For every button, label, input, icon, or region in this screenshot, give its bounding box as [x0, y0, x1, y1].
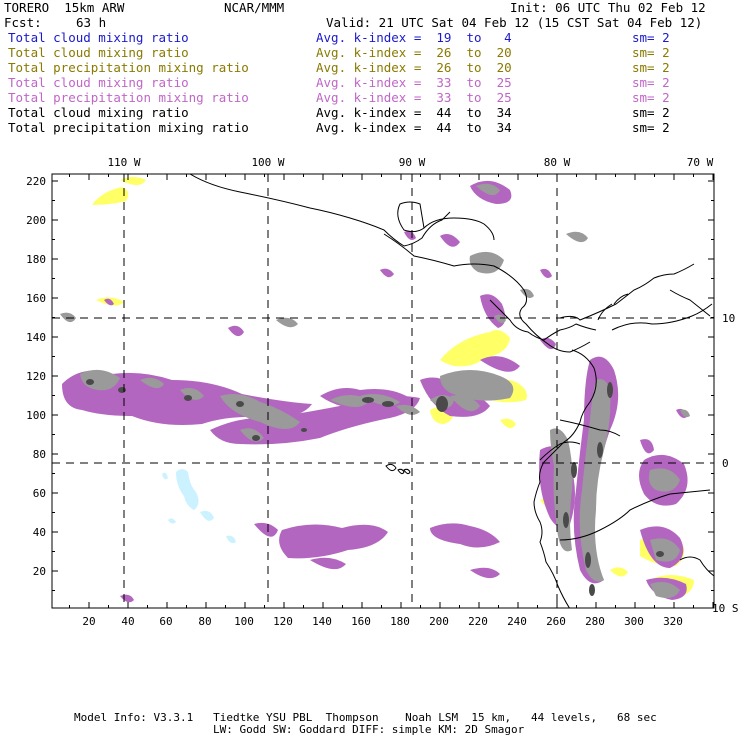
right-lat-labels: 10 N 0 10 S: [712, 312, 740, 615]
left-tick-labels: 220 200 180 160 140 120 100 80 60 40 20: [26, 175, 46, 578]
lon-label: 80 W: [544, 156, 571, 169]
x-tick-label: 40: [121, 615, 134, 628]
x-tick-label: 100: [234, 615, 254, 628]
legend-field: Total precipitation mixing ratio: [8, 60, 249, 75]
axis-ticks: [52, 174, 714, 608]
init-time: Init: 06 UTC Thu 02 Feb 12: [510, 0, 706, 15]
lon-label: 100 W: [251, 156, 284, 169]
y-tick-label: 160: [26, 292, 46, 305]
x-tick-label: 240: [507, 615, 527, 628]
legend-field: Total precipitation mixing ratio: [8, 120, 249, 135]
center-name: NCAR/MMM: [224, 0, 285, 15]
legend-field: Total cloud mixing ratio: [8, 105, 189, 120]
legend-field: Total precipitation mixing ratio: [8, 90, 249, 105]
valid-time: Valid: 21 UTC Sat 04 Feb 12 (15 CST Sat …: [326, 15, 703, 30]
dark-cloud-cores: [86, 379, 664, 596]
legend-sm: sm= 2: [632, 45, 670, 60]
x-tick-label: 160: [351, 615, 371, 628]
lat-label: 10 S: [712, 602, 739, 615]
y-tick-label: 80: [33, 448, 46, 461]
legend-kindex: Avg. k-index = 33 to 25: [316, 75, 512, 90]
model-title: TORERO 15km ARW: [4, 0, 125, 15]
legend-kindex: Avg. k-index = 19 to 4: [316, 30, 512, 45]
y-tick-label: 100: [26, 409, 46, 422]
legend-kindex: Avg. k-index = 26 to 20: [316, 60, 512, 75]
x-tick-label: 80: [198, 615, 211, 628]
x-tick-label: 60: [159, 615, 172, 628]
y-tick-label: 120: [26, 370, 46, 383]
legend-kindex: Avg. k-index = 33 to 25: [316, 90, 512, 105]
x-tick-label: 220: [468, 615, 488, 628]
model-info-line1: Model Info: V3.3.1 Tiedtke YSU PBL Thomp…: [74, 711, 657, 724]
latlon-grid: [52, 174, 714, 608]
legend-sm: sm= 2: [632, 60, 670, 75]
lon-label: 70 W: [687, 156, 714, 169]
model-info-line2: LW: Godd SW: Goddard DIFF: simple KM: 2D…: [213, 723, 525, 736]
y-tick-label: 20: [33, 565, 46, 578]
top-lon-labels: 110 W 100 W 90 W 80 W 70 W: [107, 156, 713, 169]
x-tick-label: 180: [390, 615, 410, 628]
legend-kindex: Avg. k-index = 44 to 34: [316, 105, 512, 120]
x-tick-label: 140: [312, 615, 332, 628]
x-tick-label: 280: [585, 615, 605, 628]
legend-sm: sm= 2: [632, 120, 670, 135]
cloud-fields: [52, 174, 714, 608]
legend-sm: sm= 2: [632, 30, 670, 45]
y-tick-label: 60: [33, 487, 46, 500]
legend-sm: sm= 2: [632, 75, 670, 90]
fcst-label: Fcst:: [4, 15, 42, 30]
lon-label: 110 W: [107, 156, 140, 169]
legend-kindex: Avg. k-index = 26 to 20: [316, 45, 512, 60]
fcst-value: 63 h: [76, 15, 107, 30]
light-blue-cloud-areas: [162, 469, 236, 544]
x-tick-label: 200: [429, 615, 449, 628]
x-tick-label: 320: [663, 615, 683, 628]
legend-sm: sm= 2: [632, 90, 670, 105]
lon-label: 90 W: [399, 156, 426, 169]
y-tick-label: 40: [33, 526, 46, 539]
legend-field: Total cloud mixing ratio: [8, 45, 189, 60]
x-tick-label: 120: [273, 615, 293, 628]
bottom-tick-labels: 20 40 60 80 100 120 140 160 180 200 220 …: [82, 615, 683, 628]
y-tick-label: 140: [26, 331, 46, 344]
lat-label: 10 N: [722, 312, 740, 325]
legend-sm: sm= 2: [632, 105, 670, 120]
y-tick-label: 180: [26, 253, 46, 266]
legend-kindex: Avg. k-index = 44 to 34: [316, 120, 512, 135]
x-tick-label: 260: [546, 615, 566, 628]
plot-frame: [51, 173, 715, 609]
x-tick-label: 300: [624, 615, 644, 628]
legend-field: Total cloud mixing ratio: [8, 75, 189, 90]
x-tick-label: 20: [82, 615, 95, 628]
coastlines: [189, 174, 714, 608]
legend-field: Total cloud mixing ratio: [8, 30, 189, 45]
y-tick-label: 220: [26, 175, 46, 188]
lat-label: 0: [722, 457, 729, 470]
y-tick-label: 200: [26, 214, 46, 227]
